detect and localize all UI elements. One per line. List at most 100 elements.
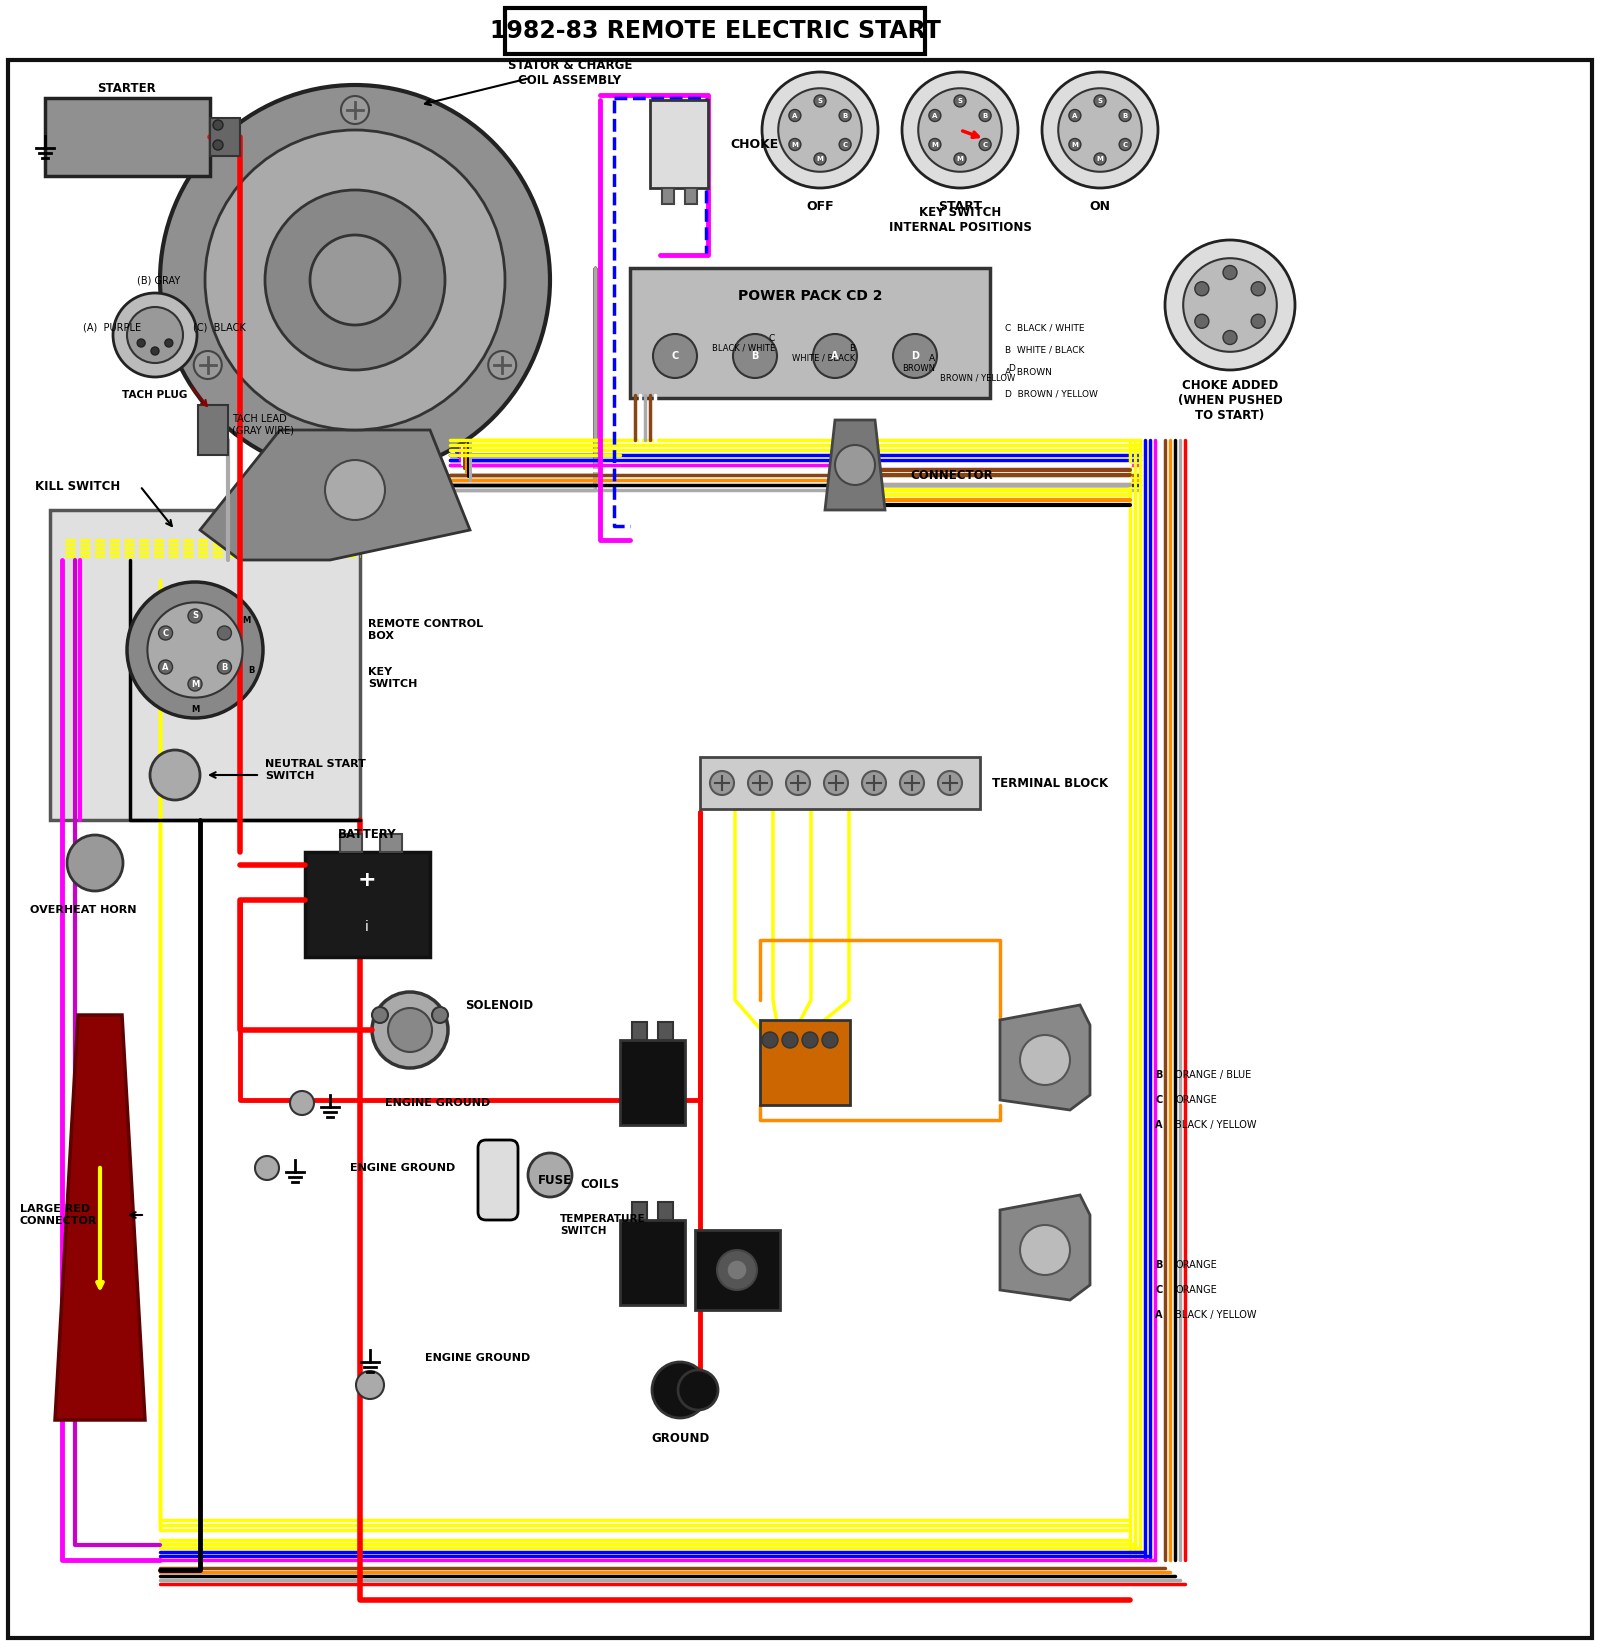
Circle shape [762, 1032, 778, 1048]
Circle shape [814, 96, 826, 107]
Circle shape [1021, 1224, 1070, 1276]
Circle shape [194, 351, 222, 379]
Text: C  BLACK / WHITE: C BLACK / WHITE [1005, 323, 1090, 333]
Bar [621, 1040, 685, 1126]
Text: M: M [792, 142, 798, 148]
Text: C: C [843, 142, 848, 148]
Text: A: A [162, 662, 170, 671]
Circle shape [147, 603, 243, 697]
Text: A: A [930, 354, 934, 363]
Circle shape [1118, 109, 1131, 122]
Circle shape [802, 1032, 818, 1048]
Bar [198, 405, 229, 455]
Text: ORANGE: ORANGE [1174, 1285, 1216, 1295]
Text: M: M [816, 157, 824, 162]
Circle shape [218, 659, 232, 674]
Bar [701, 756, 979, 809]
Circle shape [653, 335, 698, 377]
Text: TACH LEAD
(GRAY WIRE): TACH LEAD (GRAY WIRE) [232, 414, 294, 435]
Bar [685, 188, 698, 204]
Text: B: B [1123, 112, 1128, 119]
Circle shape [954, 96, 966, 107]
Polygon shape [54, 1015, 146, 1421]
Text: +: + [358, 870, 376, 890]
Text: 1982-83 REMOTE ELECTRIC START: 1982-83 REMOTE ELECTRIC START [490, 20, 941, 43]
Circle shape [1058, 89, 1142, 171]
Text: CONNECTOR: CONNECTOR [910, 468, 992, 481]
Text: A: A [1072, 112, 1077, 119]
Circle shape [717, 1249, 757, 1290]
Text: ON: ON [1090, 199, 1110, 213]
Text: OVERHEAT HORN: OVERHEAT HORN [30, 905, 136, 915]
Circle shape [838, 109, 851, 122]
Circle shape [310, 236, 400, 325]
Text: A: A [1155, 1121, 1163, 1131]
Circle shape [1165, 241, 1294, 371]
Circle shape [838, 138, 851, 150]
Circle shape [930, 138, 941, 150]
Text: M: M [190, 679, 198, 689]
Text: M: M [931, 142, 938, 148]
Circle shape [789, 138, 802, 150]
Text: M: M [957, 157, 963, 162]
Bar [632, 1201, 646, 1220]
Circle shape [150, 750, 200, 799]
Text: REMOTE CONTROL
BOX: REMOTE CONTROL BOX [368, 620, 483, 641]
Text: B: B [221, 662, 227, 671]
Circle shape [1195, 282, 1210, 295]
Text: KILL SWITCH: KILL SWITCH [35, 480, 120, 493]
Text: C: C [1155, 1285, 1162, 1295]
Circle shape [782, 1032, 798, 1048]
Circle shape [710, 771, 734, 794]
Circle shape [189, 610, 202, 623]
Text: (B) GRAY: (B) GRAY [138, 275, 181, 285]
Text: M: M [1096, 157, 1104, 162]
Circle shape [150, 348, 158, 354]
Text: M: M [1072, 142, 1078, 148]
Circle shape [325, 460, 386, 521]
Circle shape [160, 86, 550, 475]
Text: BROWN: BROWN [902, 364, 934, 372]
Circle shape [902, 73, 1018, 188]
Circle shape [1222, 265, 1237, 280]
Text: KEY SWITCH
INTERNAL POSITIONS: KEY SWITCH INTERNAL POSITIONS [888, 206, 1032, 234]
Circle shape [1222, 331, 1237, 344]
Text: FUSE: FUSE [538, 1173, 573, 1187]
Text: (C)  BLACK: (C) BLACK [194, 321, 246, 331]
Circle shape [979, 109, 990, 122]
Circle shape [355, 1371, 384, 1399]
Text: ENGINE GROUND: ENGINE GROUND [426, 1353, 530, 1363]
Polygon shape [1000, 1005, 1090, 1111]
Text: ORANGE: ORANGE [1174, 1261, 1216, 1271]
Circle shape [813, 335, 858, 377]
Circle shape [1251, 282, 1266, 295]
Circle shape [213, 140, 222, 150]
Circle shape [1094, 96, 1106, 107]
Circle shape [762, 73, 878, 188]
Text: (A)  PURPLE: (A) PURPLE [83, 321, 141, 331]
Circle shape [67, 836, 123, 892]
Circle shape [165, 339, 173, 348]
Text: C: C [1123, 142, 1128, 148]
Text: GROUND: GROUND [651, 1432, 709, 1445]
Bar [658, 1201, 674, 1220]
Polygon shape [1000, 1195, 1090, 1300]
Circle shape [835, 445, 875, 485]
Text: A: A [933, 112, 938, 119]
Circle shape [653, 1361, 707, 1417]
Circle shape [824, 771, 848, 794]
Text: COILS: COILS [579, 1178, 619, 1192]
Bar [210, 119, 240, 157]
Circle shape [1184, 259, 1277, 351]
Text: SOLENOID: SOLENOID [466, 999, 533, 1012]
Text: C: C [672, 351, 678, 361]
Text: BATTERY: BATTERY [338, 827, 397, 840]
Text: ORANGE: ORANGE [1174, 1094, 1216, 1106]
Text: C: C [982, 142, 987, 148]
Text: START: START [938, 199, 982, 213]
Circle shape [1069, 109, 1082, 122]
Text: B: B [850, 343, 854, 353]
Bar [306, 852, 430, 957]
Text: TERMINAL BLOCK: TERMINAL BLOCK [992, 776, 1109, 789]
Circle shape [1094, 153, 1106, 165]
